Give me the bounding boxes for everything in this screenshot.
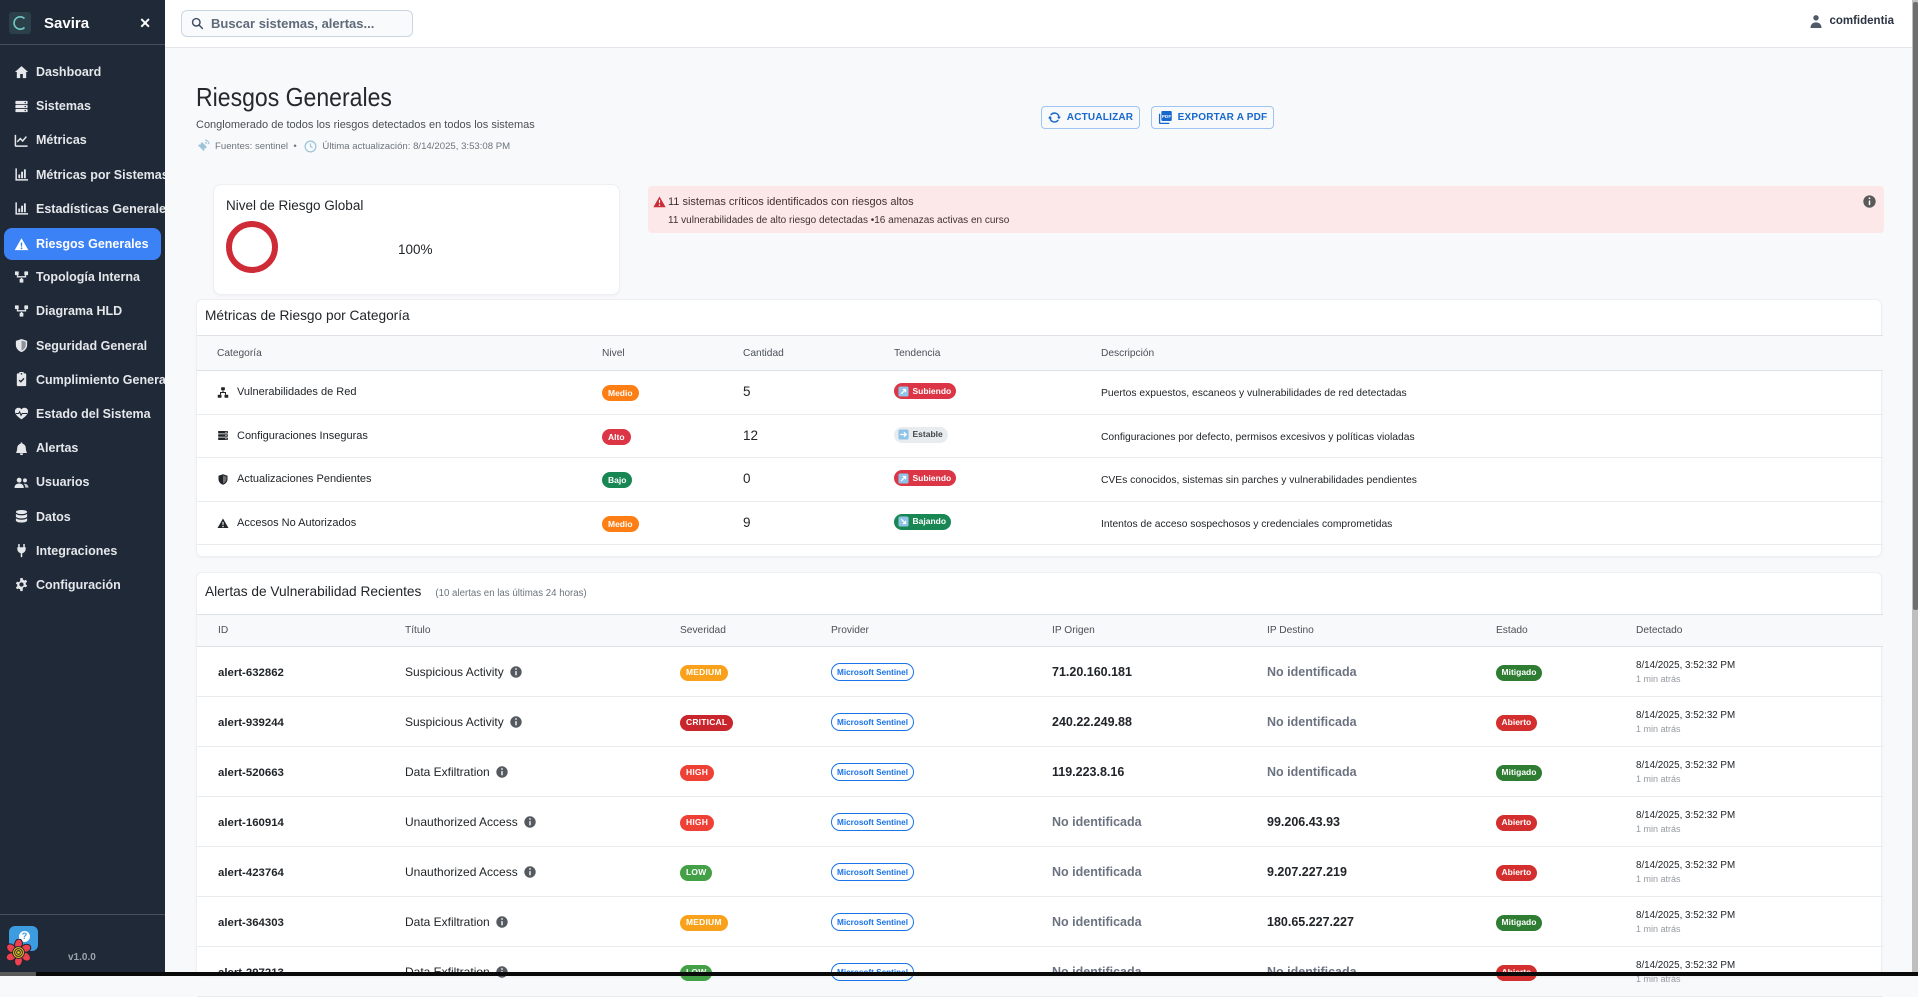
svg-text:PDF: PDF (1162, 114, 1171, 119)
